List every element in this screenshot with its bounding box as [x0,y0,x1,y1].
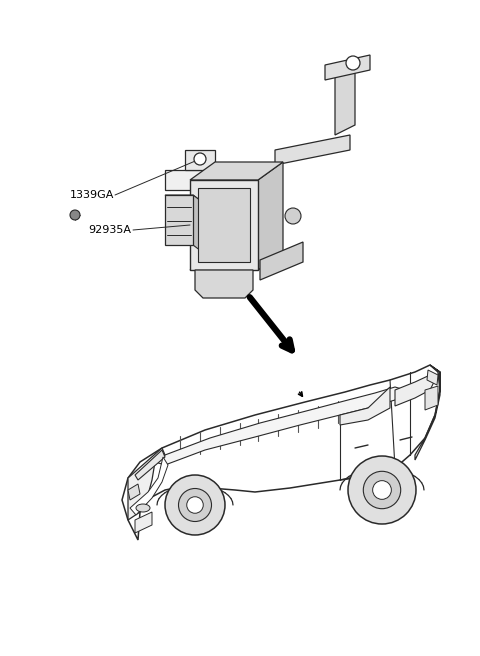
Polygon shape [155,387,405,465]
Polygon shape [258,162,283,270]
Polygon shape [130,457,168,515]
Polygon shape [128,484,140,500]
Text: 1339GA: 1339GA [70,190,114,200]
Polygon shape [325,55,370,80]
Polygon shape [275,135,350,165]
Polygon shape [165,195,193,245]
Polygon shape [135,512,152,533]
Circle shape [194,153,206,165]
Polygon shape [190,180,258,270]
Polygon shape [260,242,303,280]
Circle shape [285,208,301,224]
Polygon shape [195,270,253,298]
Polygon shape [193,195,205,254]
Polygon shape [190,252,283,270]
Ellipse shape [136,504,150,512]
Ellipse shape [165,475,225,535]
Polygon shape [135,450,165,480]
Ellipse shape [187,497,203,513]
Polygon shape [122,365,440,540]
Polygon shape [335,65,355,135]
Ellipse shape [363,471,401,508]
Polygon shape [415,365,440,460]
Ellipse shape [179,489,212,522]
Polygon shape [190,162,283,180]
Polygon shape [165,170,280,190]
Circle shape [70,210,80,220]
Polygon shape [395,375,435,406]
Text: 92935A: 92935A [88,225,131,235]
Circle shape [346,56,360,70]
Polygon shape [425,386,438,410]
FancyBboxPatch shape [198,188,250,262]
Ellipse shape [348,456,416,524]
Polygon shape [185,150,215,170]
Polygon shape [165,195,205,204]
Polygon shape [128,448,165,520]
Polygon shape [427,370,438,385]
Ellipse shape [372,481,391,499]
Polygon shape [340,387,390,425]
